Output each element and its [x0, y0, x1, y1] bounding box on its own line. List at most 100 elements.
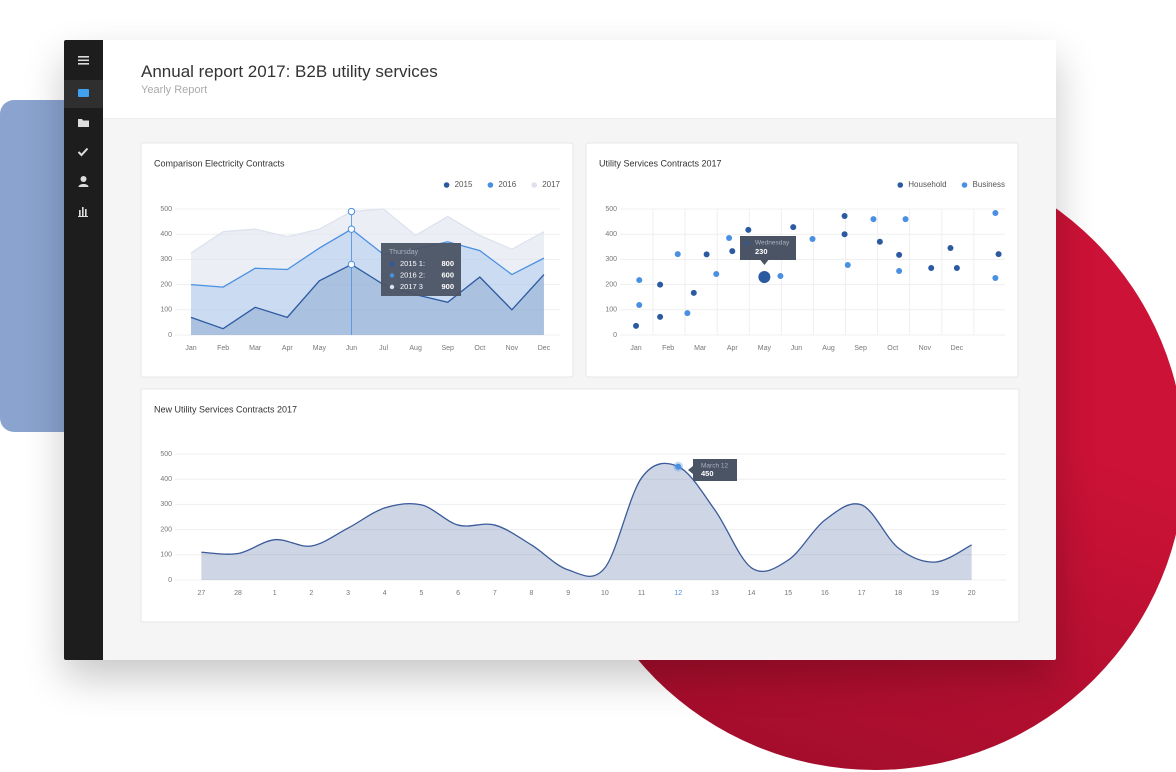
point: [636, 302, 643, 309]
card: [140, 388, 1020, 623]
user-icon[interactable]: [78, 176, 89, 187]
point: [713, 271, 720, 278]
point: [809, 235, 816, 242]
tooltip: [693, 459, 737, 481]
x-tick-label: 28: [234, 590, 242, 597]
y-tick-label: 100: [160, 307, 172, 314]
tooltip-title: Wednesday: [755, 240, 790, 247]
hover-point: [347, 225, 356, 233]
y-tick-label: 100: [160, 552, 172, 559]
line: [190, 263, 545, 330]
point: [876, 238, 883, 245]
y-tick-label: 400: [160, 476, 172, 483]
x-tick-label: Mar: [694, 345, 707, 352]
y-tick-label: 200: [160, 526, 172, 533]
x-tick-label: 19: [931, 590, 939, 597]
tooltip-value: 600: [441, 270, 454, 279]
chart-icon[interactable]: [78, 207, 88, 217]
point: [758, 271, 771, 284]
legend-label: Business: [973, 180, 1005, 189]
point: [844, 261, 851, 268]
y-tick-label: 0: [613, 332, 617, 339]
y-tick-label: 200: [160, 281, 172, 288]
x-tick-label: Sep: [441, 345, 454, 352]
x-tick-label: Jan: [630, 345, 641, 352]
y-tick-label: 100: [605, 307, 617, 314]
x-tick-label: Oct: [474, 345, 485, 352]
page-title: Annual report 2017: B2B utility services: [141, 62, 438, 81]
page-subtitle: Yearly Report: [141, 84, 208, 96]
legend-label: Household: [908, 180, 946, 189]
x-tick-label: 10: [601, 590, 609, 597]
tooltip-dot: [389, 273, 395, 278]
tooltip-title: March 12: [701, 463, 728, 470]
x-tick-label: 27: [197, 590, 205, 597]
point: [684, 310, 691, 317]
x-tick-label: Jul: [379, 345, 388, 352]
point: [633, 322, 640, 329]
point: [992, 275, 999, 282]
tooltip-dot: [745, 241, 749, 245]
point: [896, 251, 903, 258]
x-tick-label: 5: [419, 590, 423, 597]
x-tick-label: Nov: [506, 345, 519, 352]
tooltip: [740, 236, 796, 260]
tooltip-label: 2015 1:: [400, 259, 425, 268]
point: [703, 251, 710, 258]
x-tick-label: Sep: [854, 345, 867, 352]
legend-dot: [443, 182, 450, 188]
x-tick-label: 18: [894, 590, 902, 597]
x-tick-label: 8: [530, 590, 534, 597]
point: [726, 234, 733, 241]
x-tick-label: 7: [493, 590, 497, 597]
point: [947, 245, 954, 252]
point: [690, 289, 697, 296]
hover-point: [347, 207, 356, 216]
menu-icon[interactable]: [78, 56, 89, 65]
check-icon[interactable]: [77, 147, 89, 157]
tooltip-label: 2017 3: [400, 282, 423, 291]
area: [191, 264, 544, 335]
x-tick-label: Jun: [791, 345, 802, 352]
hover-point: [675, 463, 682, 470]
x-tick-label: Aug: [409, 345, 422, 352]
x-tick-label: 14: [748, 590, 756, 597]
y-tick-label: 500: [160, 451, 172, 458]
tooltip-dot: [389, 261, 395, 267]
point: [928, 264, 935, 271]
y-tick-label: 400: [160, 231, 172, 238]
legend-label: 2016: [498, 180, 516, 189]
legend-label: 2017: [542, 180, 560, 189]
tooltip-value: 230: [755, 247, 768, 256]
x-tick-label: 4: [383, 590, 387, 597]
tooltip-value: 450: [701, 469, 714, 478]
legend-dot: [487, 182, 494, 188]
point: [674, 251, 681, 258]
card: [585, 142, 1019, 378]
dashboard-icon[interactable]: [78, 89, 89, 97]
x-tick-label: Jun: [346, 345, 357, 352]
folder-icon[interactable]: [78, 119, 89, 127]
legend-label: 2015: [455, 180, 473, 189]
line: [201, 462, 972, 577]
y-tick-label: 500: [605, 206, 617, 213]
x-tick-label: 17: [858, 590, 866, 597]
point: [995, 251, 1002, 258]
point: [953, 264, 960, 271]
x-tick-label: 3: [346, 590, 350, 597]
legend-dot: [897, 182, 904, 188]
point: [790, 224, 797, 231]
point: [841, 231, 848, 238]
tooltip-title: Thursday: [389, 249, 419, 256]
y-tick-label: 300: [160, 256, 172, 263]
tooltip-label: 2016 2:: [400, 270, 425, 279]
area: [201, 463, 972, 580]
y-tick-label: 300: [160, 501, 172, 508]
y-tick-label: 300: [605, 256, 617, 263]
x-tick-label: Apr: [727, 345, 739, 352]
x-tick-label: May: [758, 345, 772, 352]
point: [841, 213, 848, 220]
point: [657, 313, 664, 320]
